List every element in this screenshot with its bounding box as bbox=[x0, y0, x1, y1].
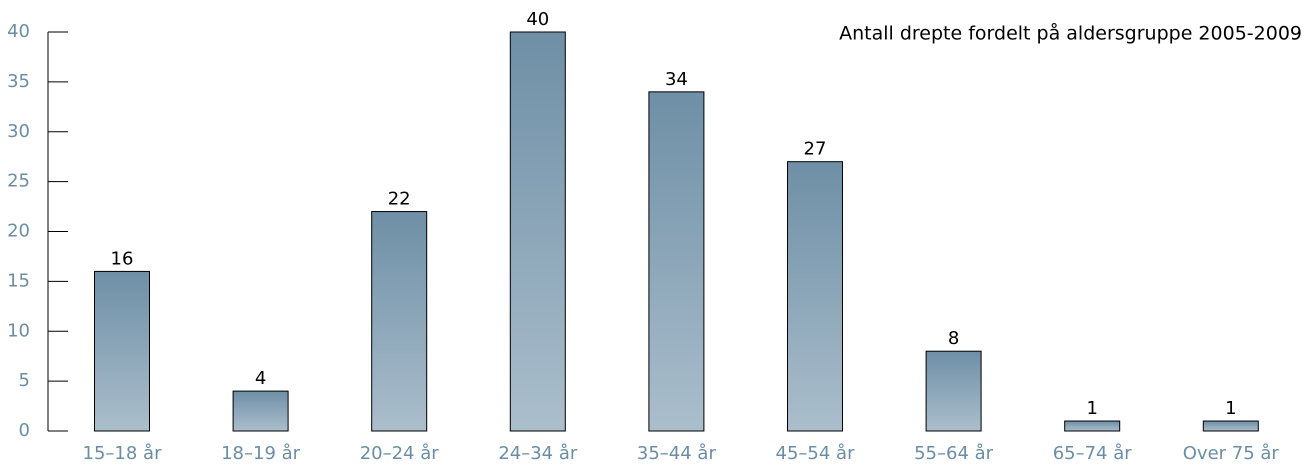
bar bbox=[648, 91, 705, 432]
y-tick-label: 30 bbox=[7, 121, 30, 142]
value-label: 27 bbox=[804, 139, 827, 160]
value-label: 34 bbox=[665, 69, 688, 90]
x-tick-label: 35–44 år bbox=[637, 443, 717, 464]
value-label: 40 bbox=[526, 9, 549, 30]
value-label: 1 bbox=[1086, 398, 1097, 419]
y-tick-label: 20 bbox=[7, 221, 30, 242]
bar bbox=[787, 161, 843, 432]
y-tick-label: 0 bbox=[19, 420, 30, 441]
x-tick-label: 15–18 år bbox=[83, 443, 163, 464]
bar bbox=[371, 211, 428, 432]
bar bbox=[94, 270, 150, 432]
x-tick-label: 18–19 år bbox=[221, 443, 301, 464]
y-tick-label: 35 bbox=[7, 71, 30, 92]
value-label: 1 bbox=[1225, 398, 1236, 419]
value-label: 8 bbox=[948, 328, 959, 349]
chart-title: Antall drepte fordelt på aldersgruppe 20… bbox=[839, 22, 1302, 45]
x-tick-label: 45–54 år bbox=[776, 443, 856, 464]
bar bbox=[232, 390, 289, 432]
y-tick-label: 10 bbox=[7, 320, 30, 341]
y-tick-label: 25 bbox=[7, 171, 30, 192]
value-label: 4 bbox=[255, 368, 266, 389]
bar bbox=[1202, 420, 1259, 432]
bar bbox=[925, 350, 982, 432]
y-tick-label: 40 bbox=[7, 21, 30, 42]
value-label: 16 bbox=[111, 248, 134, 269]
y-tick-label: 5 bbox=[19, 370, 30, 391]
x-tick-label: Over 75 år bbox=[1183, 443, 1280, 464]
x-tick-label: 55–64 år bbox=[914, 443, 994, 464]
value-label: 22 bbox=[388, 189, 411, 210]
y-tick-label: 15 bbox=[7, 270, 30, 291]
bar bbox=[509, 31, 566, 432]
bar bbox=[1064, 420, 1121, 432]
x-tick-label: 24–34 år bbox=[498, 443, 578, 464]
x-tick-label: 20–24 år bbox=[360, 443, 440, 464]
x-tick-label: 65–74 år bbox=[1053, 443, 1133, 464]
